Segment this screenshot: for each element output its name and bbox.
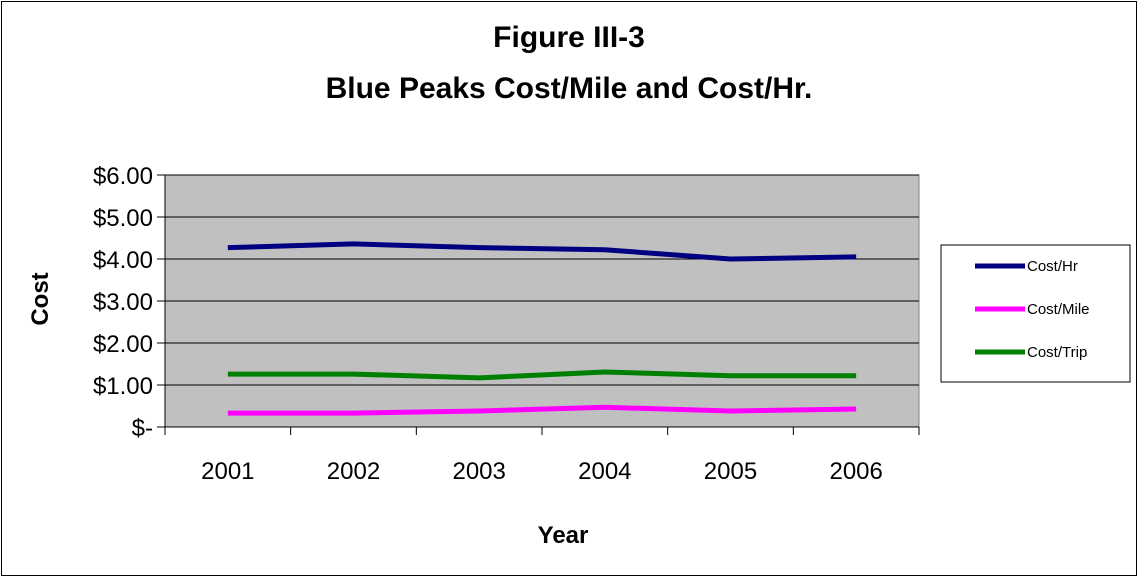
legend-box — [940, 244, 1131, 383]
legend-label-cost-hr: Cost/Hr — [1027, 258, 1078, 275]
axes: $6.00 $5.00 $4.00 $3.00 $2.00 $1.00 $- 2001 2002… — [93, 163, 920, 485]
y-tick-label: $- — [132, 415, 153, 442]
y-axis-title: Cost — [27, 272, 54, 325]
x-axis-title: Year — [538, 522, 589, 549]
chart-title: Figure III-3 — [493, 21, 645, 54]
x-tick-label: 2002 — [327, 458, 380, 485]
y-tick-label: $4.00 — [93, 247, 153, 274]
series-line-cost-trip — [227, 369, 857, 381]
y-tick-label: $5.00 — [93, 205, 153, 232]
y-tick-label: $3.00 — [93, 289, 153, 316]
legend-label-cost-trip: Cost/Trip — [1027, 344, 1087, 361]
y-tick-label: $1.00 — [93, 373, 153, 400]
chart-subtitle: Blue Peaks Cost/Mile and Cost/Hr. — [326, 72, 813, 105]
x-tick-label: 2001 — [201, 458, 254, 485]
x-tick-label: 2006 — [829, 458, 882, 485]
series-lines — [227, 241, 857, 416]
gridlines — [165, 174, 919, 386]
series-line-cost-mile — [227, 404, 857, 416]
y-tick-label: $6.00 — [93, 163, 153, 190]
x-tick-label: 2003 — [452, 458, 505, 485]
series-line-cost-hr — [227, 241, 857, 262]
x-tick-label: 2004 — [578, 458, 631, 485]
legend: Cost/Hr Cost/Mile Cost/Trip — [940, 244, 1131, 383]
x-tick-label: 2005 — [704, 458, 757, 485]
legend-label-cost-mile: Cost/Mile — [1027, 301, 1090, 318]
y-tick-label: $2.00 — [93, 331, 153, 358]
